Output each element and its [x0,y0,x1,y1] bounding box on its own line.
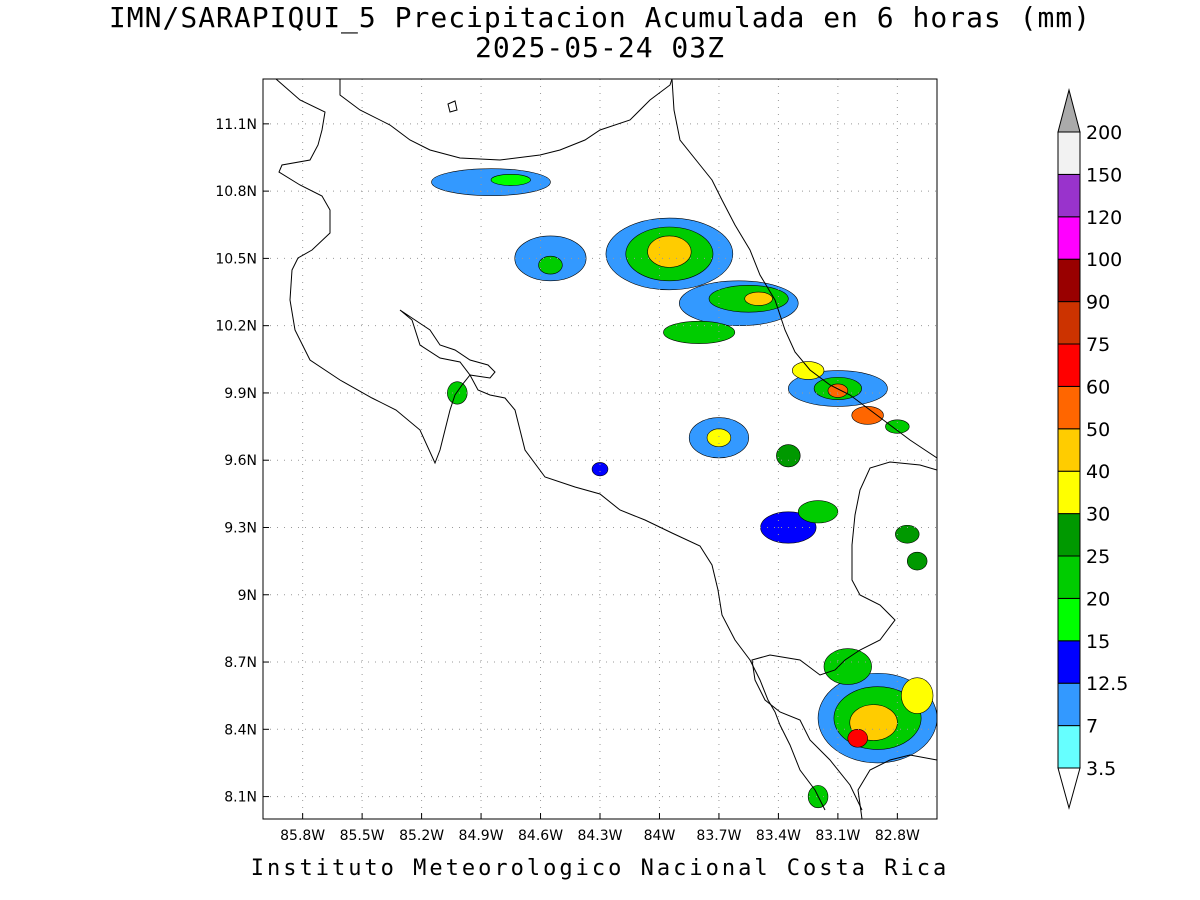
colorbar-swatch [1057,513,1081,557]
colorbar-label: 40 [1086,461,1110,483]
colorbar: 3.5 7 12.5 15 20 25 30 40 50 60 75 90 100 120 150 200 [1057,88,1128,810]
lon-tick-label: 83.1W [815,828,860,844]
map-title: IMN/SARAPIQUI_5 Precipitacion Acumulada … [108,1,1092,34]
colorbar-swatch [1057,301,1081,345]
lat-tick-label: 9.6N [224,453,257,469]
colorbar-swatch [1057,555,1081,599]
colorbar-swatch [1057,682,1081,727]
colorbar-swatch [1057,173,1081,218]
coastline-caribbean [275,79,826,811]
colorbar-swatch [1057,470,1081,515]
colorbar-label: 3.5 [1086,758,1116,780]
lon-tick-label: 84.6W [518,828,563,844]
colorbar-swatch [1057,597,1081,642]
colorbar-label: 7 [1086,716,1098,738]
lat-tick-label: 8.7N [224,655,257,671]
colorbar-swatch [1057,725,1081,769]
colorbar-swatch [1057,385,1081,430]
precip-cell [663,320,736,344]
colorbar-swatch [1057,216,1081,260]
colorbar-label: 50 [1086,419,1110,441]
precip-cell [776,444,801,468]
lon-tick-label: 84.3W [577,828,622,844]
precip-cell [490,174,531,186]
latitude-tick-labels: 8.1N 8.4N 8.7N 9N 9.3N 9.6N 9.9N 10.2N 10.5N 10.8… [215,117,269,806]
colorbar-label: 90 [1086,292,1110,314]
precip-cell [901,677,934,714]
precip-cell [847,729,868,748]
precip-cell [797,500,839,524]
lon-tick-label: 85.8W [280,828,325,844]
lon-tick-label: 82.8W [875,828,920,844]
coastline [275,79,937,819]
colorbar-swatch [1057,428,1081,472]
lat-tick-label: 10.8N [215,184,257,200]
lat-tick-label: 9.3N [224,520,257,536]
precip-cell [591,462,609,477]
coastline-north [339,79,673,161]
lon-tick-label: 84.9W [459,828,504,844]
colorbar-swatch [1057,640,1081,684]
lat-tick-label: 8.4N [224,722,257,738]
precip-cell [538,255,563,275]
lat-tick-label: 9.9N [224,386,257,402]
lat-tick-label: 8.1N [224,790,257,806]
border-panama [751,461,937,811]
precip-cell [647,235,692,268]
precip-cell [827,383,849,398]
colorbar-label: 25 [1086,546,1110,568]
precip-cell [744,291,773,306]
lon-tick-label: 85.5W [340,828,385,844]
colorbar-label: 75 [1086,334,1110,356]
precipitation-field [431,168,937,809]
lon-tick-label: 85.2W [399,828,444,844]
footer-credit: Instituto Meteorologico Nacional Costa R… [250,856,950,881]
precip-cell [823,648,872,685]
colorbar-swatch [1057,131,1081,175]
colorbar-label: 30 [1086,504,1110,526]
colorbar-label: 60 [1086,376,1110,398]
colorbar-label: 20 [1086,588,1110,610]
precip-cell [706,428,732,448]
map-gridlines [263,79,937,819]
colorbar-label: 150 [1086,164,1122,186]
colorbar-label: 200 [1086,122,1122,144]
colorbar-under-triangle [1057,767,1081,810]
coastline-burica [857,754,937,819]
colorbar-swatch [1057,343,1081,387]
island-caribbean [447,100,458,113]
lon-tick-label: 83.4W [756,828,801,844]
coastline-east [671,79,937,459]
lat-tick-label: 10.2N [215,319,257,335]
longitude-tick-labels: 85.8W 85.5W 85.2W 84.9W 84.6W 84.3W 84W 83.7W 83… [280,813,920,844]
colorbar-label: 120 [1086,207,1122,229]
precip-cell [447,381,468,405]
colorbar-over-triangle [1057,88,1081,133]
map-valid-time: 2025-05-24 03Z [474,31,725,64]
lat-tick-label: 9N [238,588,257,604]
colorbar-label: 100 [1086,249,1122,271]
lon-tick-label: 84W [644,828,676,844]
coastline-nicoya [399,309,496,379]
precip-cell [431,168,551,196]
lon-tick-label: 83.7W [696,828,741,844]
colorbar-swatch [1057,258,1081,303]
precip-cell [906,551,928,571]
precip-cell [885,419,910,434]
precip-cell [895,524,920,544]
colorbar-label: 12.5 [1086,673,1128,695]
lat-tick-label: 10.5N [215,251,257,267]
lat-tick-label: 11.1N [215,117,257,133]
precip-cell [851,406,884,425]
colorbar-label: 15 [1086,631,1110,653]
